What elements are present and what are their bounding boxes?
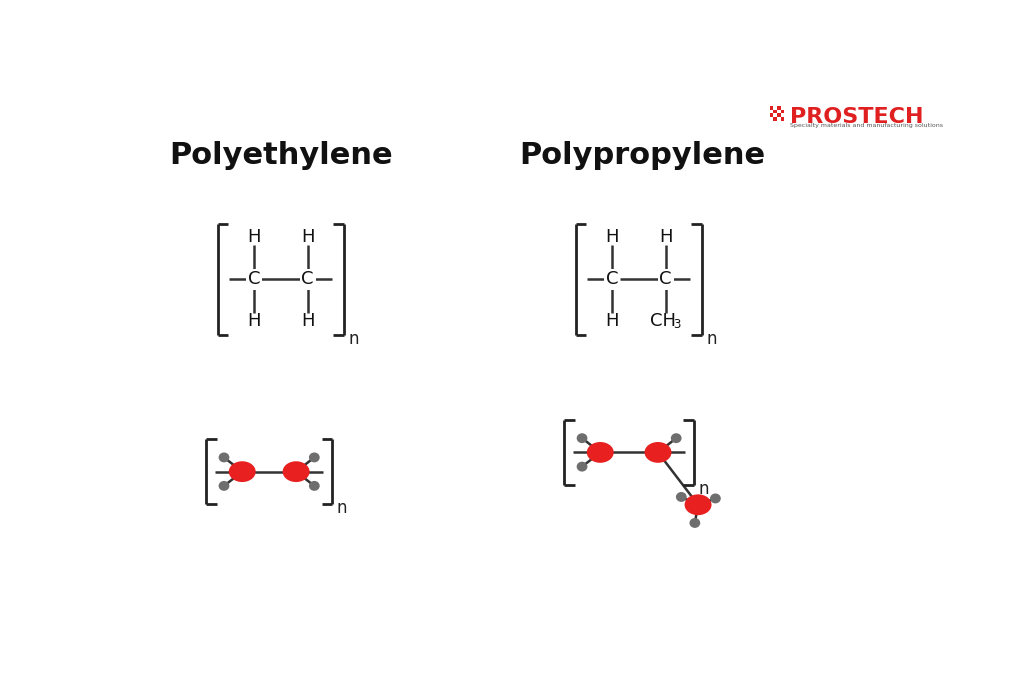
Ellipse shape	[228, 461, 256, 482]
Text: Polypropylene: Polypropylene	[519, 141, 766, 170]
Ellipse shape	[676, 492, 687, 502]
Bar	[777, 106, 780, 110]
Bar	[780, 110, 784, 113]
Ellipse shape	[644, 442, 672, 463]
Ellipse shape	[587, 442, 613, 463]
Ellipse shape	[577, 462, 588, 471]
Text: n: n	[348, 330, 359, 348]
Bar	[770, 113, 773, 117]
Text: PROSTECH: PROSTECH	[790, 108, 924, 128]
Text: C: C	[659, 270, 672, 288]
Bar	[773, 110, 777, 113]
Text: H: H	[659, 228, 673, 246]
Text: H: H	[301, 313, 314, 331]
Text: 3: 3	[673, 318, 681, 331]
Ellipse shape	[577, 433, 588, 443]
Text: H: H	[605, 228, 618, 246]
Text: H: H	[605, 313, 618, 331]
Ellipse shape	[689, 518, 700, 528]
Ellipse shape	[218, 453, 229, 462]
Bar	[777, 113, 780, 117]
Ellipse shape	[671, 433, 682, 443]
Text: Polyethylene: Polyethylene	[169, 141, 392, 170]
Ellipse shape	[309, 453, 319, 462]
Text: Specialty materials and manufacturing solutions: Specialty materials and manufacturing so…	[790, 123, 943, 128]
Text: n: n	[337, 500, 347, 518]
Text: H: H	[247, 313, 260, 331]
Text: C: C	[248, 270, 260, 288]
Text: CH: CH	[649, 313, 676, 331]
Text: C: C	[301, 270, 314, 288]
Bar	[770, 106, 773, 110]
Text: n: n	[707, 330, 717, 348]
Bar	[780, 117, 784, 121]
Text: n: n	[698, 480, 710, 498]
Bar	[773, 117, 777, 121]
Ellipse shape	[710, 493, 721, 504]
Text: C: C	[605, 270, 618, 288]
Text: H: H	[247, 228, 260, 246]
Ellipse shape	[685, 494, 712, 515]
Ellipse shape	[309, 481, 319, 491]
Text: H: H	[301, 228, 314, 246]
Ellipse shape	[218, 481, 229, 491]
Ellipse shape	[283, 461, 309, 482]
